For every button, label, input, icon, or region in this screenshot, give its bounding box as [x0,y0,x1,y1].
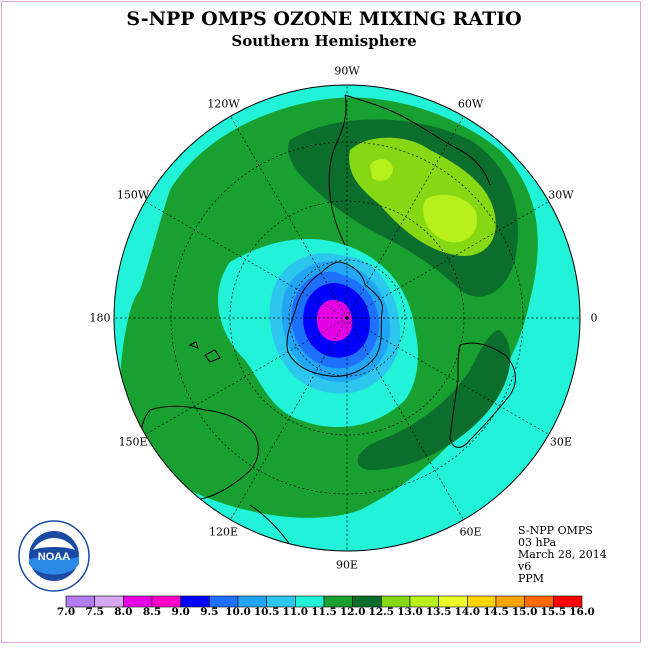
product-info: S-NPP OMPS 03 hPa March 28, 2014 v6 PPM [518,525,607,585]
map-subtitle: Southern Hemisphere [231,32,417,50]
longitude-label: 90W [334,64,360,78]
colorbar-tick-label: 7.5 [85,606,104,618]
colorbar-tick-label: 11.5 [311,606,337,618]
colorbar-tick-label: 15.5 [540,606,567,618]
info-date: March 28, 2014 [518,548,607,561]
colorbar-tick-label: 13.5 [425,606,452,618]
colorbar-tick-label: 9.5 [200,606,219,618]
figure-frame [1,1,641,643]
contour-8-0 [316,300,353,342]
antarctica-coastline [286,261,383,377]
contour-12-0-east [357,330,511,470]
meridian-line [346,317,464,520]
meridian-line [346,201,549,319]
meridian-line [346,317,549,435]
meridian-line [145,201,348,319]
colorbar-cell [553,595,583,608]
meridian-line [145,317,348,435]
meridian-line [230,317,348,520]
longitude-label: 30E [549,435,572,448]
longitude-label: 150W [116,188,150,201]
map-boundary [113,84,581,552]
info-instrument: S-NPP OMPS [518,524,593,537]
longitude-label: 30W [548,188,574,201]
colorbar-tick-label: 15.0 [511,606,538,618]
info-version: v6 [518,560,532,573]
colorbar-tick-label: 14.0 [454,606,481,618]
colorbar-tick-label: 16.0 [569,606,595,618]
colorbar-tick-label: 11.0 [282,606,309,618]
longitude-label: 180 [89,311,111,325]
colorbar-tick-label: 14.5 [483,606,509,618]
longitude-label: 60E [459,525,482,539]
colorbar-tick-label: 9.0 [171,606,190,618]
info-level: 03 hPa [518,536,557,549]
longitude-label: 120E [208,525,239,539]
colorbar-tick-label: 10.0 [225,606,251,618]
noaa-logo: NOAA [18,520,90,592]
info-units: PPM [518,572,545,585]
colorbar-tick-label: 13.0 [397,606,423,618]
latitude-circle-75s [288,259,406,377]
colorbar-tick-label: 12.0 [339,606,366,618]
colorbar-tick-label: 8.0 [114,606,133,618]
longitude-label: 90E [335,558,359,572]
colorbar-tick-label: 7.0 [56,606,76,618]
longitude-label: 120W [207,97,240,111]
noaa-logo-text: NOAA [38,551,70,563]
africa-coastline [449,342,516,448]
colorbar-tick-label: 10.5 [253,606,280,618]
contour-13-0-a [423,194,478,243]
colorbar-tick-label: 12.5 [368,606,395,618]
colorbar-cells [65,595,583,608]
contour-13-0-b [370,158,393,181]
map-title: S-NPP OMPS OZONE MIXING RATIO [126,8,522,30]
meridian-line [346,116,464,319]
graticule [114,85,580,551]
longitude-label: 150E [118,435,148,448]
colorbar-tick-label: 8.5 [142,606,162,618]
new-zealand-coastline [188,341,221,363]
south-america-coastline [328,94,491,246]
meridian-line [230,116,348,319]
longitude-label: 60W [457,97,484,111]
meridian-lines [114,85,580,551]
longitude-label: 0 [590,311,598,325]
